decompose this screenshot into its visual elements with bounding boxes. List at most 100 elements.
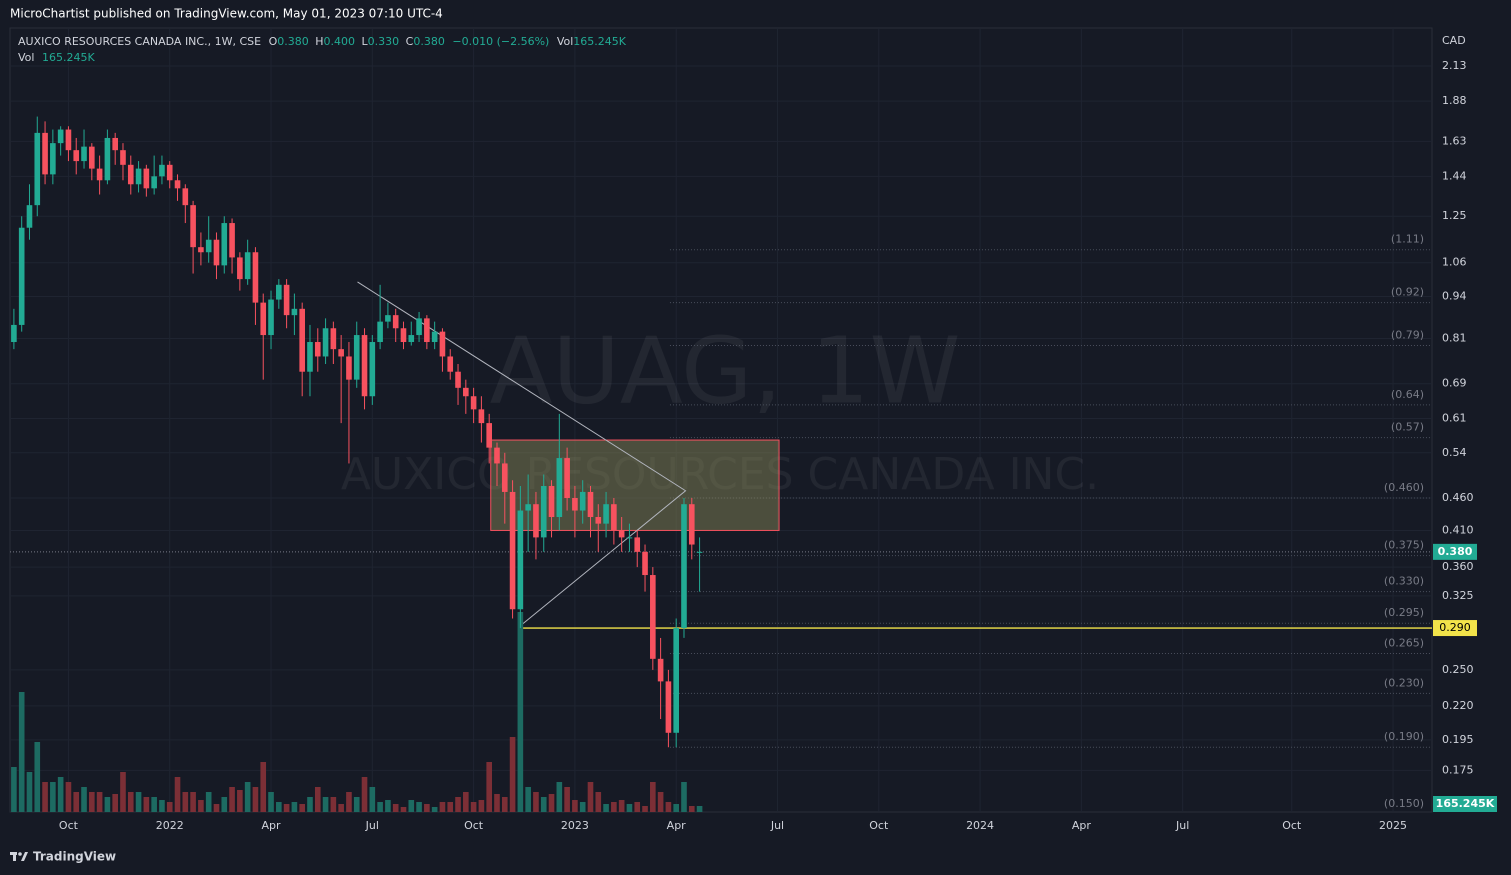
volume-bar — [369, 787, 376, 812]
volume-bar — [252, 787, 259, 812]
candle-body — [595, 517, 602, 524]
candle-body — [330, 328, 337, 350]
y-tick-label: 0.69 — [1442, 377, 1467, 390]
y-tick-label: 0.460 — [1442, 491, 1474, 504]
candle-body — [431, 331, 438, 343]
x-tick-label: Jul — [770, 819, 784, 832]
candle-body — [166, 164, 173, 181]
candle-body — [564, 458, 570, 499]
volume-bar — [688, 806, 695, 812]
candle-body — [229, 223, 235, 258]
volume-bar — [556, 782, 563, 812]
volume-tag-label: 165.245K — [1436, 797, 1495, 810]
level-label: (1.11) — [1391, 233, 1424, 246]
candle-body — [439, 331, 446, 357]
candle-body — [478, 409, 485, 424]
volume-bar — [135, 792, 142, 812]
legend-symbol: AUXICO RESOURCES CANADA INC., 1W, CSE — [18, 35, 261, 48]
volume-bar — [237, 790, 243, 812]
volume-bar — [166, 802, 173, 812]
candle-body — [377, 321, 383, 343]
y-axis-label: CAD — [1442, 34, 1466, 47]
watermark-symbol: AUAG, 1W — [490, 317, 961, 424]
candle-body — [486, 423, 492, 448]
y-tick-label: 1.63 — [1442, 134, 1467, 147]
last-price-tag — [1433, 543, 1477, 560]
volume-legend-label: Vol — [18, 51, 34, 64]
volume-bar — [221, 797, 228, 812]
level-label: (0.79) — [1391, 329, 1424, 342]
y-tick-label: 1.25 — [1442, 209, 1467, 222]
candle-body — [470, 396, 477, 410]
level-label: (0.92) — [1391, 286, 1424, 299]
candle-body — [657, 658, 664, 682]
candle-body — [307, 342, 313, 372]
x-tick-label: Jul — [365, 819, 379, 832]
volume-bar — [408, 800, 415, 812]
support-tag — [1433, 620, 1477, 637]
level-label: (0.190) — [1384, 730, 1424, 743]
volume-bar — [361, 777, 368, 812]
volume-bar — [603, 804, 609, 812]
volume-bar — [533, 792, 539, 812]
volume-bar — [673, 804, 680, 812]
legend-vol: 165.245K — [573, 35, 626, 48]
candle-body — [400, 328, 407, 343]
level-label: (0.460) — [1384, 481, 1424, 494]
support-label: 0.290 — [1439, 621, 1471, 634]
watermark-name: AUXICO RESOURCES CANADA INC. — [341, 449, 1099, 500]
level-label: (0.150) — [1384, 797, 1424, 810]
legend-vol-label: Vol — [557, 35, 573, 48]
level-label: (0.375) — [1384, 539, 1424, 552]
candle-body — [190, 205, 196, 248]
candle-body — [548, 486, 555, 518]
y-tick-label: 1.06 — [1442, 256, 1467, 269]
volume-bar — [587, 782, 594, 812]
candle-body — [65, 129, 72, 151]
volume-bar — [276, 802, 282, 812]
x-tick-label: Oct — [869, 819, 889, 832]
level-label: (0.64) — [1391, 388, 1424, 401]
volume-bar — [548, 794, 555, 812]
candle-body — [696, 551, 703, 553]
candle-body — [182, 188, 189, 206]
candle-body — [369, 342, 376, 397]
candle-body — [494, 447, 500, 464]
volume-bar — [618, 800, 625, 812]
candle-body — [213, 239, 220, 266]
candle-body — [501, 463, 508, 492]
candle-body — [314, 342, 321, 357]
candle-body — [198, 247, 204, 253]
x-tick-label: 2023 — [561, 819, 589, 832]
candle-body — [42, 132, 48, 175]
candle-body — [151, 176, 157, 189]
legend-c-label: C — [406, 35, 414, 48]
candle-body — [361, 335, 368, 397]
y-tick-label: 0.325 — [1442, 589, 1474, 602]
volume-tag — [1433, 796, 1497, 812]
volume-bar — [478, 800, 485, 812]
legend: AUXICO RESOURCES CANADA INC., 1W, CSE O0… — [18, 35, 627, 48]
candle-body — [104, 137, 111, 181]
candle-body — [525, 504, 531, 511]
volume-bar — [626, 804, 633, 812]
volume-bar — [447, 802, 454, 812]
volume-bar — [244, 782, 251, 812]
volume-bar — [283, 804, 290, 812]
volume-bar — [174, 777, 181, 812]
y-tick-label: 0.94 — [1442, 290, 1467, 303]
candle-body — [89, 146, 95, 169]
volume-bar — [486, 762, 492, 812]
x-tick-label: 2025 — [1379, 819, 1407, 832]
candle-body — [57, 129, 64, 144]
candle-body — [618, 530, 625, 538]
candle-body — [587, 491, 594, 518]
candle-body — [517, 510, 524, 610]
volume-bar — [338, 804, 344, 812]
volume-bar — [385, 800, 391, 812]
volume-bar — [517, 612, 524, 812]
volume-bar — [34, 742, 41, 812]
level-label: (0.57) — [1391, 421, 1424, 434]
candle-body — [642, 551, 648, 576]
